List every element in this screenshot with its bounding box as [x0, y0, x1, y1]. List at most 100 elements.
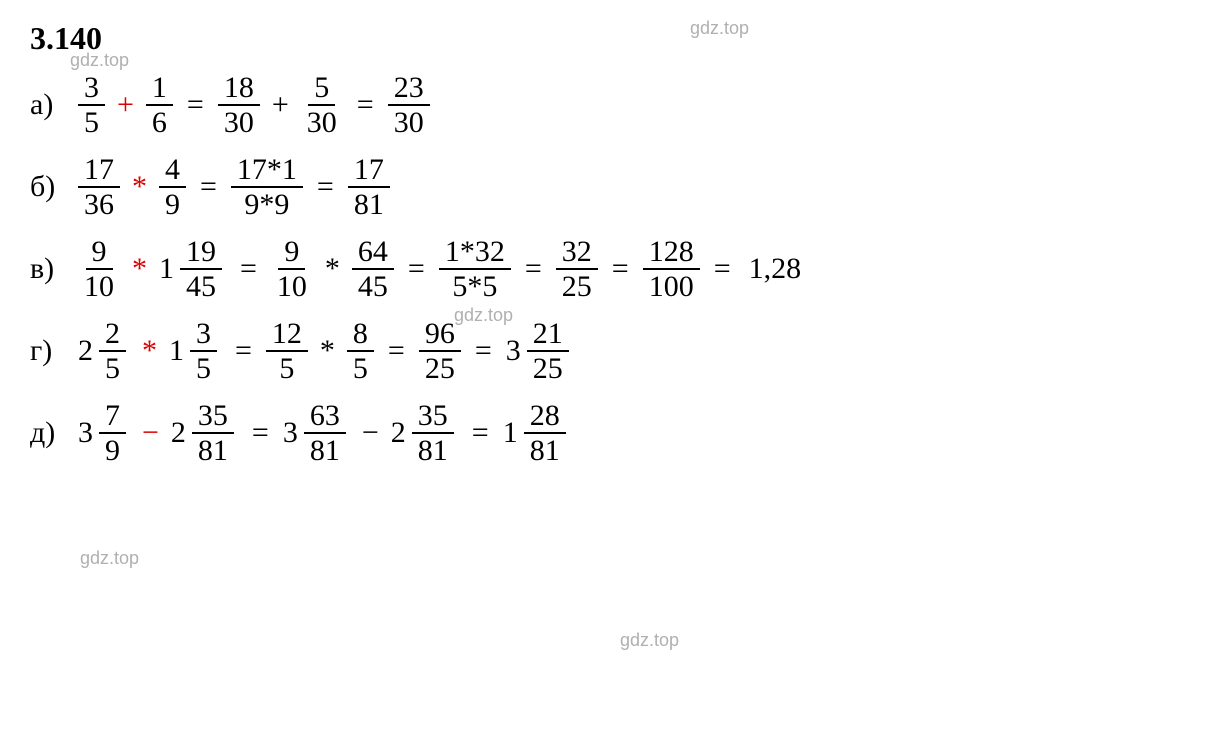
- mixed-whole: 2: [78, 334, 93, 368]
- fraction-numerator: 3: [190, 317, 217, 352]
- equation-row: в)910*11945=910*6445=1*325*5=3225=128100…: [30, 235, 1191, 303]
- equals-sign: =: [357, 88, 374, 122]
- row-label: б): [30, 170, 66, 204]
- fraction: 9625: [419, 317, 461, 385]
- equals-sign: =: [240, 252, 257, 286]
- fraction-denominator: 9: [159, 188, 186, 221]
- mixed-whole: 2: [171, 416, 186, 450]
- row-label: в): [30, 252, 66, 286]
- watermark: gdz.top: [80, 548, 139, 569]
- fraction-denominator: 81: [412, 434, 454, 467]
- mixed-whole: 1: [169, 334, 184, 368]
- fraction-denominator: 6: [146, 106, 173, 139]
- equation-row: д)379−23581=36381−23581=12881: [30, 399, 1191, 467]
- fraction-denominator: 45: [180, 270, 222, 303]
- fraction-denominator: 10: [78, 270, 120, 303]
- fraction-denominator: 9: [99, 434, 126, 467]
- operator: *: [142, 334, 157, 368]
- fraction: 1736: [78, 153, 120, 221]
- equals-sign: =: [200, 170, 217, 204]
- fraction-numerator: 17: [78, 153, 120, 188]
- fraction-numerator: 128: [643, 235, 700, 270]
- fraction-denominator: 81: [524, 434, 566, 467]
- operator: −: [142, 416, 159, 450]
- mixed-number: 135: [169, 317, 221, 385]
- fraction-denominator: 81: [348, 188, 390, 221]
- fraction-numerator: 18: [218, 71, 260, 106]
- mixed-number: 32125: [506, 317, 573, 385]
- fraction-denominator: 30: [388, 106, 430, 139]
- fraction: 25: [99, 317, 126, 385]
- result-text: 1,28: [749, 252, 802, 286]
- equation-row: г)225*135=125*85=9625=32125: [30, 317, 1191, 385]
- fraction: 35: [190, 317, 217, 385]
- fraction: 910: [271, 235, 313, 303]
- fraction-denominator: 81: [304, 434, 346, 467]
- fraction-numerator: 17: [348, 153, 390, 188]
- mixed-whole: 1: [159, 252, 174, 286]
- mixed-number: 12881: [503, 399, 570, 467]
- fraction-denominator: 36: [78, 188, 120, 221]
- mixed-whole: 3: [283, 416, 298, 450]
- fraction-denominator: 5: [99, 352, 126, 385]
- equals-sign: =: [612, 252, 629, 286]
- fraction: 3581: [412, 399, 454, 467]
- fraction-numerator: 28: [524, 399, 566, 434]
- fraction-denominator: 10: [271, 270, 313, 303]
- equation-row: б)1736*49=17*19*9=1781: [30, 153, 1191, 221]
- watermark: gdz.top: [620, 630, 679, 651]
- fraction-denominator: 5: [190, 352, 217, 385]
- mixed-number: 36381: [283, 399, 350, 467]
- fraction-numerator: 23: [388, 71, 430, 106]
- fraction: 6445: [352, 235, 394, 303]
- equals-sign: =: [187, 88, 204, 122]
- watermark: gdz.top: [454, 305, 513, 326]
- fraction: 530: [301, 71, 343, 139]
- watermark: gdz.top: [70, 50, 129, 71]
- fraction-denominator: 81: [192, 434, 234, 467]
- equals-sign: =: [525, 252, 542, 286]
- mixed-whole: 3: [78, 416, 93, 450]
- fraction: 128100: [643, 235, 700, 303]
- equals-sign: =: [714, 252, 731, 286]
- fraction-denominator: 30: [301, 106, 343, 139]
- fraction-numerator: 64: [352, 235, 394, 270]
- fraction-numerator: 17*1: [231, 153, 303, 188]
- mixed-whole: 2: [391, 416, 406, 450]
- equals-sign: =: [235, 334, 252, 368]
- fraction-numerator: 9: [278, 235, 305, 270]
- fraction: 35: [78, 71, 105, 139]
- mixed-whole: 1: [503, 416, 518, 450]
- fraction-denominator: 25: [527, 352, 569, 385]
- fraction-denominator: 25: [556, 270, 598, 303]
- equals-sign: =: [408, 252, 425, 286]
- fraction: 79: [99, 399, 126, 467]
- operator: *: [325, 252, 340, 286]
- fraction: 125: [266, 317, 308, 385]
- operator: *: [132, 170, 147, 204]
- equals-sign: =: [475, 334, 492, 368]
- fraction-denominator: 9*9: [238, 188, 295, 221]
- fraction-numerator: 32: [556, 235, 598, 270]
- fraction-numerator: 63: [304, 399, 346, 434]
- fraction-numerator: 8: [347, 317, 374, 352]
- fraction-denominator: 30: [218, 106, 260, 139]
- fraction-denominator: 5: [78, 106, 105, 139]
- fraction-denominator: 100: [643, 270, 700, 303]
- row-label: д): [30, 416, 66, 450]
- operator: −: [362, 416, 379, 450]
- fraction-numerator: 3: [78, 71, 105, 106]
- fraction: 49: [159, 153, 186, 221]
- fraction-denominator: 5: [347, 352, 374, 385]
- fraction-numerator: 9: [86, 235, 113, 270]
- operator: *: [320, 334, 335, 368]
- fraction: 2881: [524, 399, 566, 467]
- fraction: 3225: [556, 235, 598, 303]
- equals-sign: =: [472, 416, 489, 450]
- fraction: 1830: [218, 71, 260, 139]
- fraction: 1945: [180, 235, 222, 303]
- operator: +: [272, 88, 289, 122]
- mixed-number: 23581: [171, 399, 238, 467]
- problem-number: 3.140: [30, 20, 1191, 57]
- fraction-numerator: 1: [146, 71, 173, 106]
